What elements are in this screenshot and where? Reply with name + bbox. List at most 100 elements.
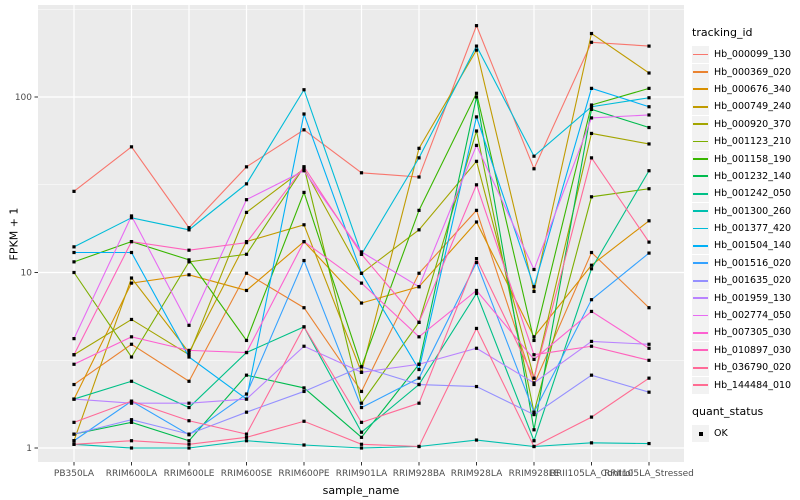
data-point-marker <box>244 410 249 414</box>
data-point-marker <box>647 125 651 130</box>
data-point-marker <box>532 167 536 171</box>
data-point-marker <box>72 420 76 424</box>
data-point-marker <box>417 156 421 160</box>
data-point-marker <box>474 326 479 331</box>
legend-item-Hb_002774_050: Hb_002774_050 <box>692 307 798 325</box>
data-point-marker <box>474 208 479 212</box>
legend-label: Hb_001635_020 <box>714 275 792 287</box>
data-point-marker <box>359 442 364 446</box>
data-point-marker <box>72 337 76 341</box>
data-point-marker <box>302 386 306 390</box>
legend-item-Hb_001959_130: Hb_001959_130 <box>692 289 798 307</box>
data-point-marker <box>359 281 364 285</box>
legend-line-swatch-icon <box>692 272 709 290</box>
legend-line-swatch-icon <box>692 185 709 203</box>
data-point-marker <box>589 344 594 348</box>
y-tick-label: 100 <box>15 93 32 103</box>
data-point-marker <box>302 169 306 173</box>
data-point-marker <box>474 291 479 296</box>
legend-label: Hb_001158_190 <box>714 153 792 165</box>
legend-label: Hb_001123_210 <box>714 136 792 148</box>
data-point-marker <box>647 44 651 48</box>
data-point-marker <box>589 31 594 36</box>
data-point-marker <box>359 365 364 369</box>
data-point-marker <box>417 362 421 366</box>
legend-label: Hb_001504_140 <box>714 240 792 252</box>
x-tick-label: RRIM600SE <box>221 469 273 479</box>
legend-label: Hb_144484_010 <box>714 379 792 391</box>
data-point-marker <box>474 91 479 95</box>
data-point-marker <box>359 252 364 256</box>
legend-item-Hb_001242_050: Hb_001242_050 <box>692 185 798 203</box>
data-point-marker <box>589 250 594 255</box>
data-point-marker <box>589 195 594 199</box>
data-point-marker <box>302 344 306 348</box>
x-tick-label: RRIM928LE <box>509 469 560 479</box>
data-point-marker <box>647 346 651 350</box>
legend-line-swatch-icon <box>692 80 709 98</box>
data-point-marker <box>129 418 134 422</box>
data-point-marker <box>359 435 364 439</box>
legend-line-swatch-icon <box>692 115 709 133</box>
data-point-marker <box>647 105 651 109</box>
data-point-marker <box>187 353 191 357</box>
data-point-marker <box>589 415 594 419</box>
data-point-marker <box>647 342 651 346</box>
data-point-marker <box>244 435 249 439</box>
data-point-marker <box>129 281 134 285</box>
data-point-marker <box>417 175 421 179</box>
data-point-marker <box>187 258 191 262</box>
data-point-marker <box>474 183 479 187</box>
legend-line-swatch-icon <box>692 254 709 272</box>
data-point-marker <box>187 350 191 355</box>
data-point-marker <box>589 156 594 160</box>
data-point-marker <box>187 401 191 405</box>
data-point-marker <box>417 320 421 324</box>
data-point-marker <box>647 187 651 191</box>
data-point-marker <box>359 430 364 434</box>
data-point-marker <box>129 439 134 443</box>
data-point-marker <box>474 24 479 28</box>
data-point-marker <box>244 432 249 436</box>
data-point-marker <box>474 260 479 265</box>
data-point-marker <box>589 263 594 267</box>
legend-item-Hb_001516_020: Hb_001516_020 <box>692 254 798 272</box>
data-point-marker <box>532 439 536 443</box>
data-point-marker <box>474 346 479 350</box>
legend-item-quant-ok: OK <box>692 425 798 442</box>
data-point-marker <box>532 357 536 361</box>
legend-item-Hb_144484_010: Hb_144484_010 <box>692 376 798 394</box>
data-point-marker <box>359 401 364 405</box>
legend-line-swatch-icon <box>692 98 709 116</box>
legend-line-swatch-icon <box>692 63 709 81</box>
data-point-marker <box>589 339 594 343</box>
data-point-marker <box>129 335 134 339</box>
data-point-marker <box>72 250 76 255</box>
legend-line-swatch-icon <box>692 289 709 307</box>
legend-item-Hb_001300_260: Hb_001300_260 <box>692 202 798 220</box>
data-point-marker <box>474 438 479 442</box>
data-point-marker <box>244 165 249 169</box>
data-point-marker <box>302 88 306 92</box>
data-point-marker <box>589 105 594 109</box>
data-point-marker <box>129 399 134 403</box>
legend-label: Hb_002774_050 <box>714 310 792 322</box>
legend-label: Hb_000369_020 <box>714 66 792 78</box>
x-tick-label: PB350LA <box>54 469 95 479</box>
data-point-marker <box>532 267 536 272</box>
y-tick-label: 1 <box>26 444 32 454</box>
data-point-marker <box>589 441 594 445</box>
data-point-marker <box>244 198 249 202</box>
data-point-marker <box>72 260 76 264</box>
data-point-marker <box>532 335 536 339</box>
data-point-marker <box>72 432 76 436</box>
data-point-marker <box>244 210 249 215</box>
data-point-marker <box>244 252 249 256</box>
data-point-marker <box>129 239 134 244</box>
data-point-marker <box>359 420 364 424</box>
data-point-marker <box>72 362 76 366</box>
data-point-marker <box>129 401 134 405</box>
data-point-marker <box>359 405 364 410</box>
